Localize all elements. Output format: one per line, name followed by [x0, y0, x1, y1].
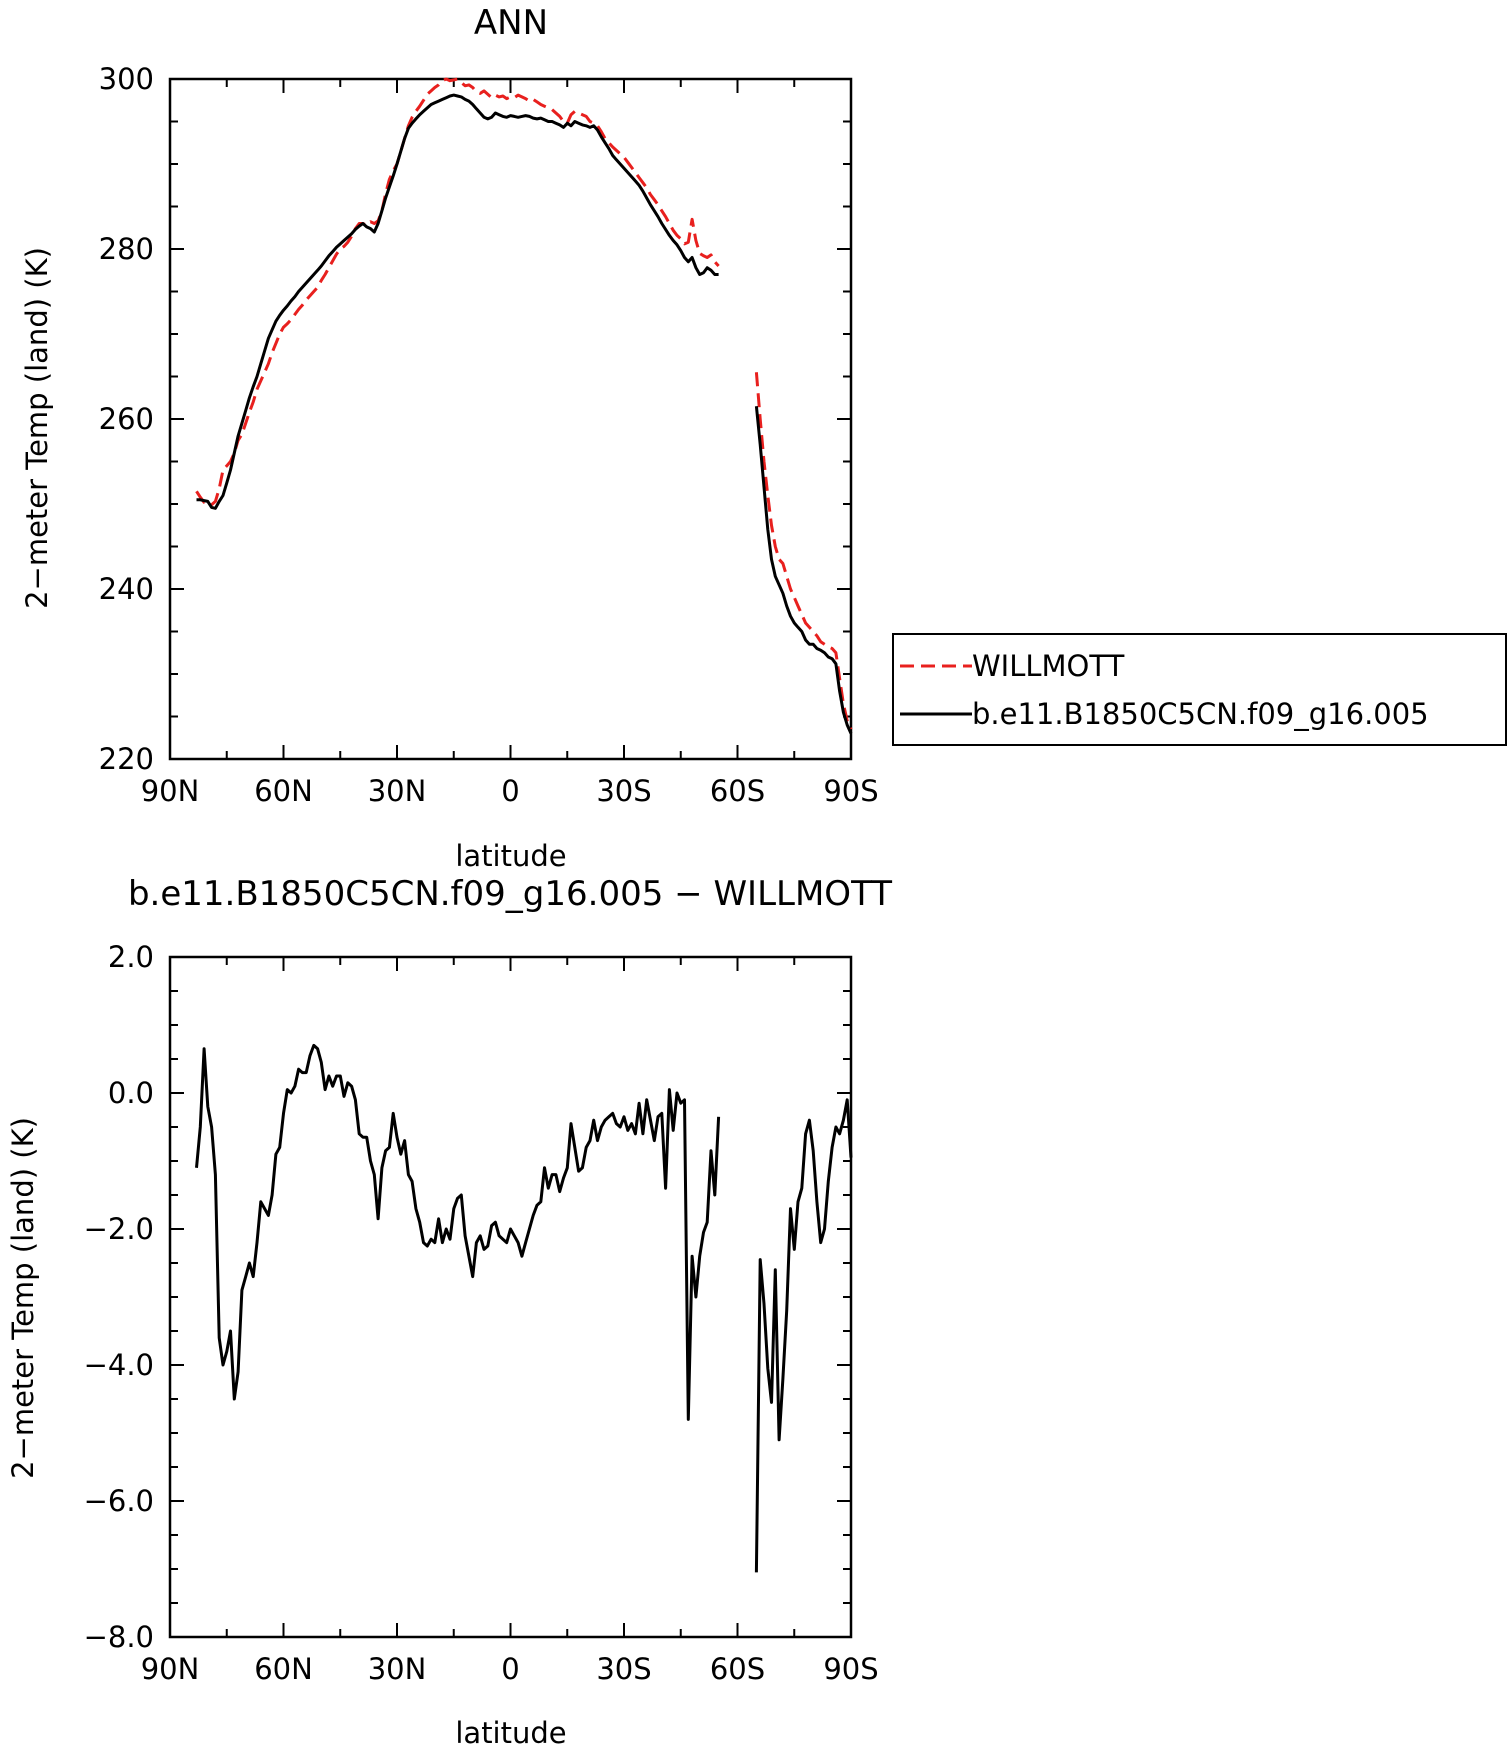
bottom-x-axis-label: latitude: [455, 1716, 566, 1748]
bottom-y-tick-label: −8.0: [84, 1620, 154, 1654]
bottom-y-tick-label: 2.0: [108, 940, 154, 974]
top-y-tick-label: 300: [99, 62, 154, 96]
bottom-x-tick-label: 0: [501, 1652, 519, 1686]
top-chart-title: ANN: [474, 3, 548, 43]
bottom-x-tick-label: 60N: [254, 1652, 313, 1686]
top-x-tick-label: 30N: [368, 774, 427, 808]
bottom-x-tick-label: 30N: [368, 1652, 427, 1686]
top-series-1-line-segment-1: [754, 406, 853, 735]
top-series-0-line-segment-1: [754, 372, 853, 730]
legend-entry-model: b.e11.B1850C5CN.f09_g16.005: [972, 697, 1429, 731]
top-x-tick-label: 90S: [823, 774, 878, 808]
top-y-tick-label: 240: [99, 572, 154, 606]
top-x-tick-label: 60S: [710, 774, 765, 808]
legend: WILLMOTT b.e11.B1850C5CN.f09_g16.005: [892, 633, 1507, 746]
bottom-x-tick-label: 90S: [823, 1652, 878, 1686]
top-x-tick-label: 60N: [254, 774, 313, 808]
bottom-y-tick-label: −2.0: [84, 1212, 154, 1246]
bottom-y-tick-label: −4.0: [84, 1348, 154, 1382]
top-x-axis-label: latitude: [455, 839, 566, 873]
legend-box: [892, 633, 1507, 746]
bottom-x-tick-label: 60S: [710, 1652, 765, 1686]
top-y-tick-label: 260: [99, 402, 154, 436]
bottom-panel: b.e11.B1850C5CN.f09_g16.005 − WILLMOTT 9…: [6, 874, 892, 1748]
bottom-plot-frame: [168, 955, 853, 1639]
top-y-tick-label: 280: [99, 232, 154, 266]
top-x-tick-label: 90N: [141, 774, 200, 808]
top-panel: ANN 90N 60N 30N 0 30S 60S 90S 220 240 260 280 300 l…: [20, 3, 879, 873]
bottom-series-0-line-segment-1: [754, 1098, 853, 1573]
top-plot-area: 90N 60N 30N 0 30S 60S 90S 220 240 260 280 300: [99, 62, 879, 808]
bottom-plot-area: 90N 60N 30N 0 30S 60S 90S −8.0 −6.0 −4.0 −2.0 0.0 2.…: [84, 940, 879, 1686]
bottom-x-tick-label: 30S: [596, 1652, 651, 1686]
bottom-y-tick-label: −6.0: [84, 1484, 154, 1518]
bottom-y-axis-label: 2−meter Temp (land) (K): [6, 1117, 40, 1479]
top-x-tick-label: 0: [501, 774, 519, 808]
bottom-x-tick-label: 90N: [141, 1652, 200, 1686]
legend-entry-willmott: WILLMOTT: [972, 649, 1125, 683]
top-plot-frame: [168, 77, 853, 761]
bottom-series-0-line-segment-0: [195, 1043, 721, 1421]
top-series-1-line-segment-0: [196, 93, 719, 510]
top-x-tick-label: 30S: [596, 774, 651, 808]
top-y-axis-label: 2−meter Temp (land) (K): [20, 247, 54, 609]
bottom-y-tick-label: 0.0: [108, 1076, 154, 1110]
bottom-chart-title: b.e11.B1850C5CN.f09_g16.005 − WILLMOTT: [128, 874, 892, 914]
top-y-tick-label: 220: [99, 742, 154, 776]
top-series-0-line-segment-0: [195, 77, 720, 507]
